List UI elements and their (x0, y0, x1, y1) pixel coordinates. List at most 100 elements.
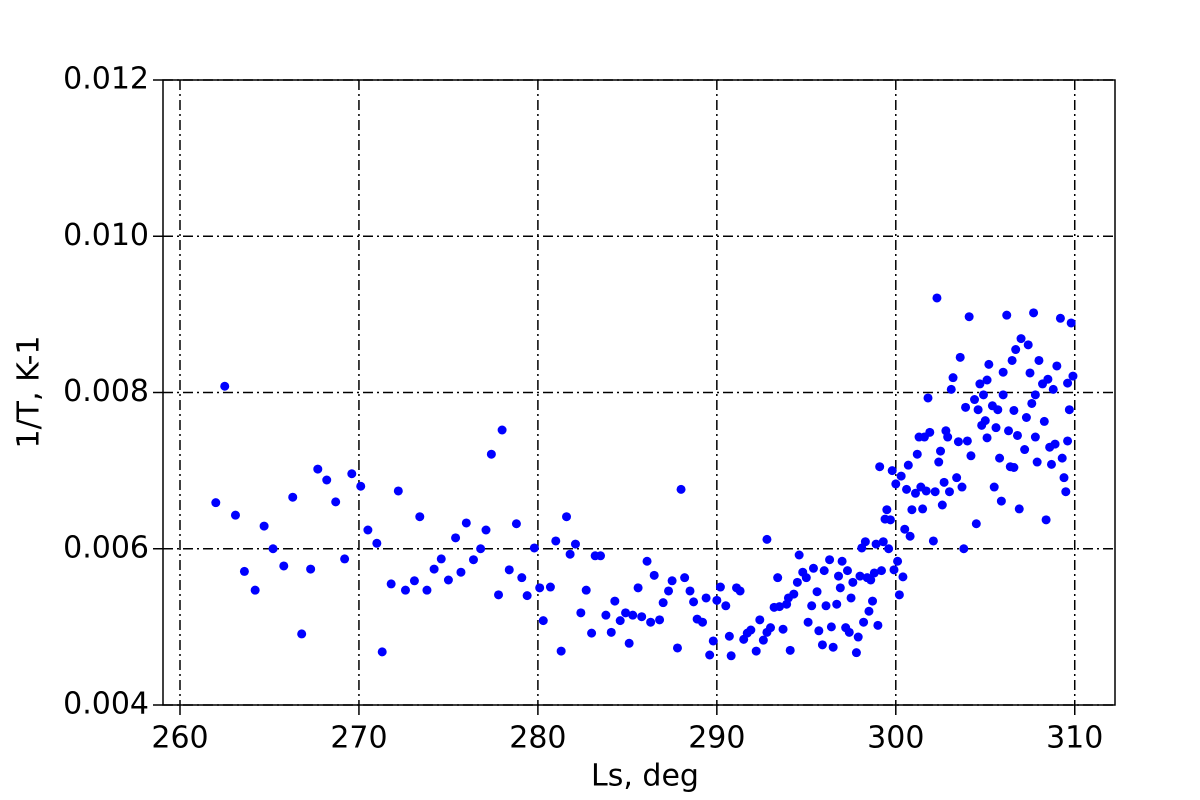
point (848, 577, 858, 587)
point (297, 629, 307, 639)
point (966, 451, 976, 461)
point (844, 627, 854, 637)
point (461, 518, 471, 528)
point (755, 615, 765, 625)
point (313, 464, 323, 474)
point (456, 567, 466, 577)
point (655, 615, 665, 625)
point (1020, 445, 1030, 455)
point (689, 597, 699, 607)
point (494, 590, 504, 600)
point (377, 647, 387, 657)
point (658, 598, 668, 608)
point (393, 486, 403, 496)
point (998, 390, 1008, 400)
point (948, 373, 958, 383)
point (596, 551, 606, 561)
point (701, 593, 711, 603)
point (993, 405, 1003, 415)
point (955, 352, 965, 362)
y-tick-label: 0.010 (63, 218, 149, 253)
point (685, 586, 695, 596)
point (975, 379, 985, 389)
point (928, 536, 938, 546)
point (649, 570, 659, 580)
x-axis-label: Ls, deg (591, 759, 699, 794)
point (817, 640, 827, 650)
y-tick-label: 0.008 (63, 374, 149, 409)
point (758, 635, 768, 645)
x-tick-label: 280 (509, 721, 566, 756)
point (762, 534, 772, 544)
point (220, 381, 230, 391)
point (902, 484, 912, 494)
point (846, 593, 856, 603)
point (944, 487, 954, 497)
point (606, 627, 616, 637)
point (803, 617, 813, 627)
point (279, 561, 289, 571)
point (789, 589, 799, 599)
point (726, 651, 736, 661)
point (828, 642, 838, 652)
point (971, 519, 981, 529)
point (545, 582, 555, 592)
point (497, 425, 507, 435)
point (664, 586, 674, 596)
point (1025, 368, 1035, 378)
point (624, 638, 634, 648)
point (1052, 361, 1062, 371)
point (910, 488, 920, 498)
point (868, 596, 878, 606)
point (837, 556, 847, 566)
point (885, 515, 895, 525)
point (535, 583, 545, 593)
point (1011, 345, 1021, 355)
point (372, 538, 382, 548)
point (1002, 310, 1012, 320)
point (766, 623, 776, 633)
point (1066, 318, 1076, 328)
x-tick-label: 300 (867, 721, 924, 756)
point (812, 587, 822, 597)
point (962, 436, 972, 446)
point (415, 512, 425, 522)
point (705, 650, 715, 660)
point (921, 486, 931, 496)
point (615, 616, 625, 626)
point (875, 462, 885, 472)
point (331, 497, 341, 507)
point (953, 437, 963, 447)
point (347, 469, 357, 479)
point (698, 617, 708, 627)
point (973, 405, 983, 415)
point (1030, 432, 1040, 442)
point (680, 573, 690, 583)
point (562, 512, 572, 522)
point (642, 556, 652, 566)
point (1004, 426, 1014, 436)
point (476, 544, 486, 554)
point (884, 544, 894, 554)
point (409, 576, 419, 586)
y-tick-label: 0.006 (63, 530, 149, 565)
point (735, 586, 745, 596)
point (792, 577, 802, 587)
point (1012, 430, 1022, 440)
point (721, 601, 731, 611)
point (1050, 439, 1060, 449)
point (832, 599, 842, 609)
point (819, 566, 829, 576)
point (778, 624, 788, 634)
point (1046, 459, 1056, 469)
point (964, 312, 974, 322)
point (322, 475, 332, 485)
point (859, 617, 869, 627)
point (230, 510, 240, 520)
point (581, 585, 591, 595)
point (468, 555, 478, 565)
point (576, 608, 586, 618)
point (637, 612, 647, 622)
point (869, 568, 879, 578)
